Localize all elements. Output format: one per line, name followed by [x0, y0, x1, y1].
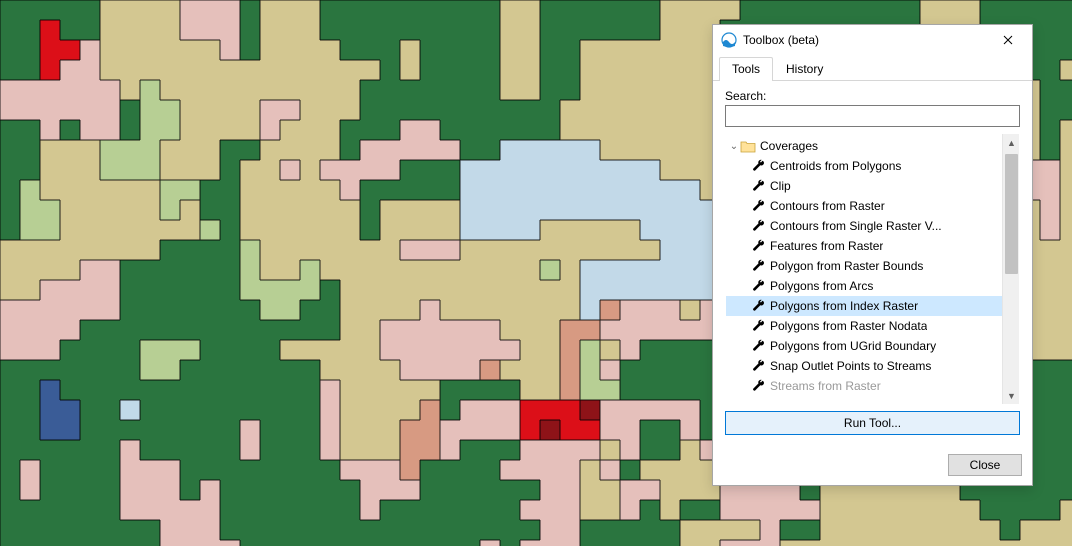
tool-item[interactable]: Streams from Raster [726, 376, 1002, 396]
folder-label: Coverages [760, 139, 818, 153]
scroll-thumb[interactable] [1005, 154, 1018, 274]
tool-tree[interactable]: ⌄ Coverages Centroids from Polygons Clip Con… [726, 134, 1002, 404]
tool-label: Polygons from Index Raster [770, 299, 918, 313]
tab-tools[interactable]: Tools [719, 57, 773, 81]
tool-item[interactable]: Contours from Single Raster V... [726, 216, 1002, 236]
tool-label: Polygon from Raster Bounds [770, 259, 923, 273]
tool-label: Features from Raster [770, 239, 883, 253]
close-button[interactable]: Close [948, 454, 1022, 476]
toolbox-dialog: Toolbox (beta) Tools History Search: ⌄ Co… [712, 24, 1033, 486]
tool-label: Contours from Raster [770, 199, 885, 213]
window-close-button[interactable] [988, 26, 1028, 54]
tool-label: Polygons from Arcs [770, 279, 873, 293]
scroll-up-button[interactable]: ▲ [1003, 134, 1020, 151]
search-input[interactable] [725, 105, 1020, 127]
tree-folder-coverages[interactable]: ⌄ Coverages [726, 136, 1002, 156]
tool-item[interactable]: Polygons from Index Raster [726, 296, 1002, 316]
tool-item[interactable]: Features from Raster [726, 236, 1002, 256]
tool-item[interactable]: Polygons from UGrid Boundary [726, 336, 1002, 356]
tool-item[interactable]: Polygon from Raster Bounds [726, 256, 1002, 276]
tool-label: Contours from Single Raster V... [770, 219, 942, 233]
tool-label: Polygons from Raster Nodata [770, 319, 927, 333]
tab-history[interactable]: History [773, 57, 836, 81]
tab-strip: Tools History [713, 55, 1032, 81]
tree-scrollbar[interactable]: ▲ ▼ [1002, 134, 1019, 404]
caret-down-icon: ⌄ [728, 141, 740, 152]
run-tool-button[interactable]: Run Tool... [725, 411, 1020, 435]
tool-label: Clip [770, 179, 791, 193]
scroll-down-button[interactable]: ▼ [1003, 387, 1020, 404]
tool-label: Snap Outlet Points to Streams [770, 359, 931, 373]
tool-item[interactable]: Polygons from Raster Nodata [726, 316, 1002, 336]
tool-label: Polygons from UGrid Boundary [770, 339, 936, 353]
tool-label: Streams from Raster [770, 379, 881, 393]
titlebar[interactable]: Toolbox (beta) [713, 25, 1032, 55]
app-icon [721, 32, 737, 48]
search-label: Search: [725, 89, 1020, 103]
tool-item[interactable]: Clip [726, 176, 1002, 196]
close-icon [1003, 35, 1013, 45]
tool-label: Centroids from Polygons [770, 159, 901, 173]
tool-item[interactable]: Snap Outlet Points to Streams [726, 356, 1002, 376]
tool-item[interactable]: Polygons from Arcs [726, 276, 1002, 296]
tool-item[interactable]: Centroids from Polygons [726, 156, 1002, 176]
tool-item[interactable]: Contours from Raster [726, 196, 1002, 216]
dialog-title: Toolbox (beta) [743, 33, 988, 47]
